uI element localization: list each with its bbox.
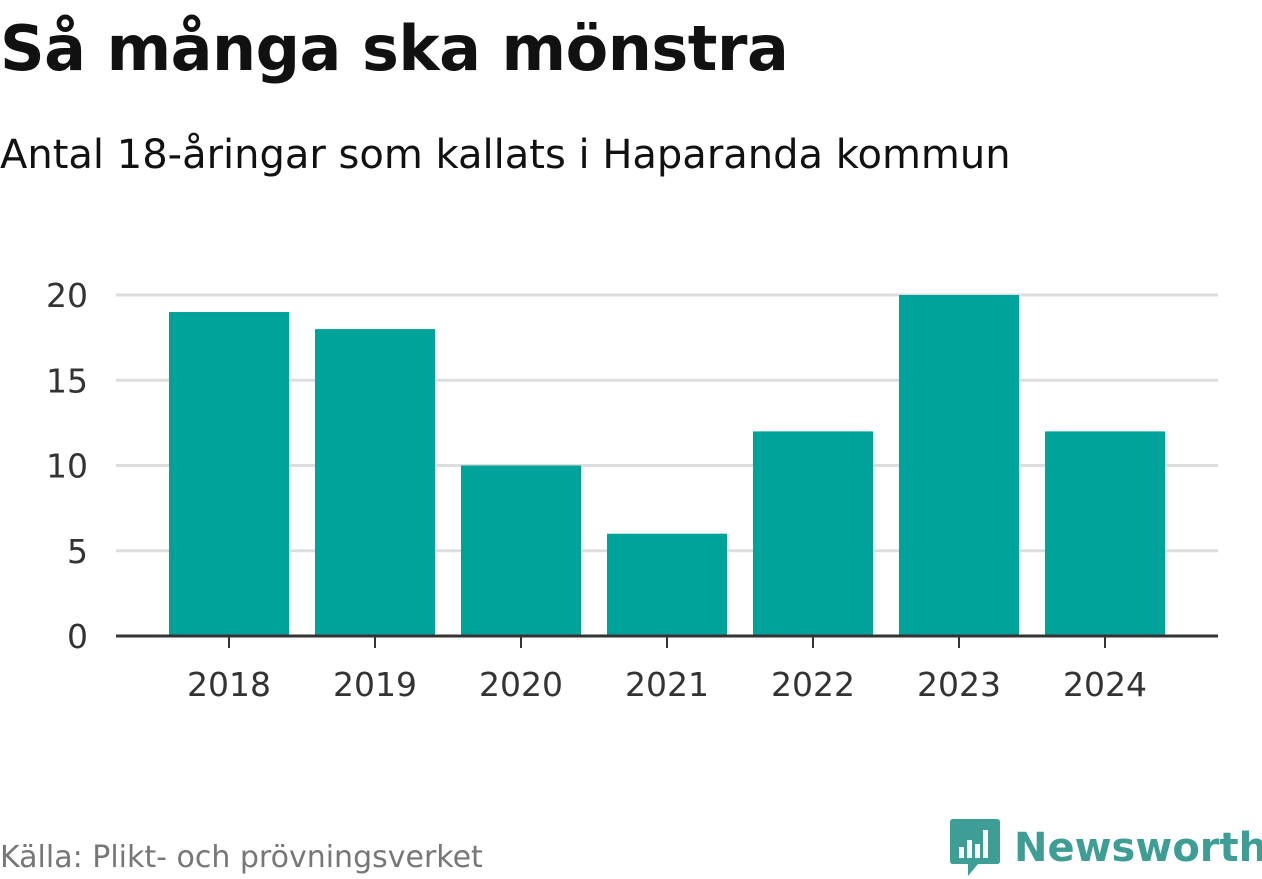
bar-2018 [169, 312, 289, 636]
x-tick-label-2020: 2020 [479, 665, 563, 704]
y-axis-ticks: 0 5 10 15 20 [46, 276, 88, 656]
x-tick-label-2019: 2019 [333, 665, 417, 704]
y-tick-label-5: 5 [67, 532, 88, 571]
x-tick-label-2022: 2022 [771, 665, 855, 704]
x-axis: 2018 2019 2020 2021 2022 2023 2024 [116, 634, 1218, 704]
bar-2020 [461, 465, 581, 636]
x-tick-label-2018: 2018 [187, 665, 271, 704]
bars [169, 295, 1165, 636]
source-note: Källa: Plikt- och prövningsverket [0, 840, 483, 875]
y-tick-label-20: 20 [46, 276, 88, 315]
y-tick-label-15: 15 [46, 361, 88, 400]
brand: Newsworthy [950, 818, 1262, 878]
bar-2023 [899, 295, 1019, 636]
x-tick-label-2024: 2024 [1063, 665, 1147, 704]
x-tick-label-2021: 2021 [625, 665, 709, 704]
chart-subtitle: Antal 18-åringar som kallats i Haparanda… [0, 132, 1011, 178]
y-tick-label-0: 0 [67, 617, 88, 656]
brand-name: Newsworthy [1014, 825, 1262, 871]
bar-2019 [315, 329, 435, 636]
bar-2024 [1045, 431, 1165, 636]
bar-2021 [607, 533, 727, 636]
chart-title: Så många ska mönstra [0, 12, 789, 85]
bar-2022 [753, 431, 873, 636]
y-tick-label-10: 10 [46, 447, 88, 486]
x-tick-label-2023: 2023 [917, 665, 1001, 704]
bar-chart-speech-bubble-icon [950, 819, 1000, 876]
